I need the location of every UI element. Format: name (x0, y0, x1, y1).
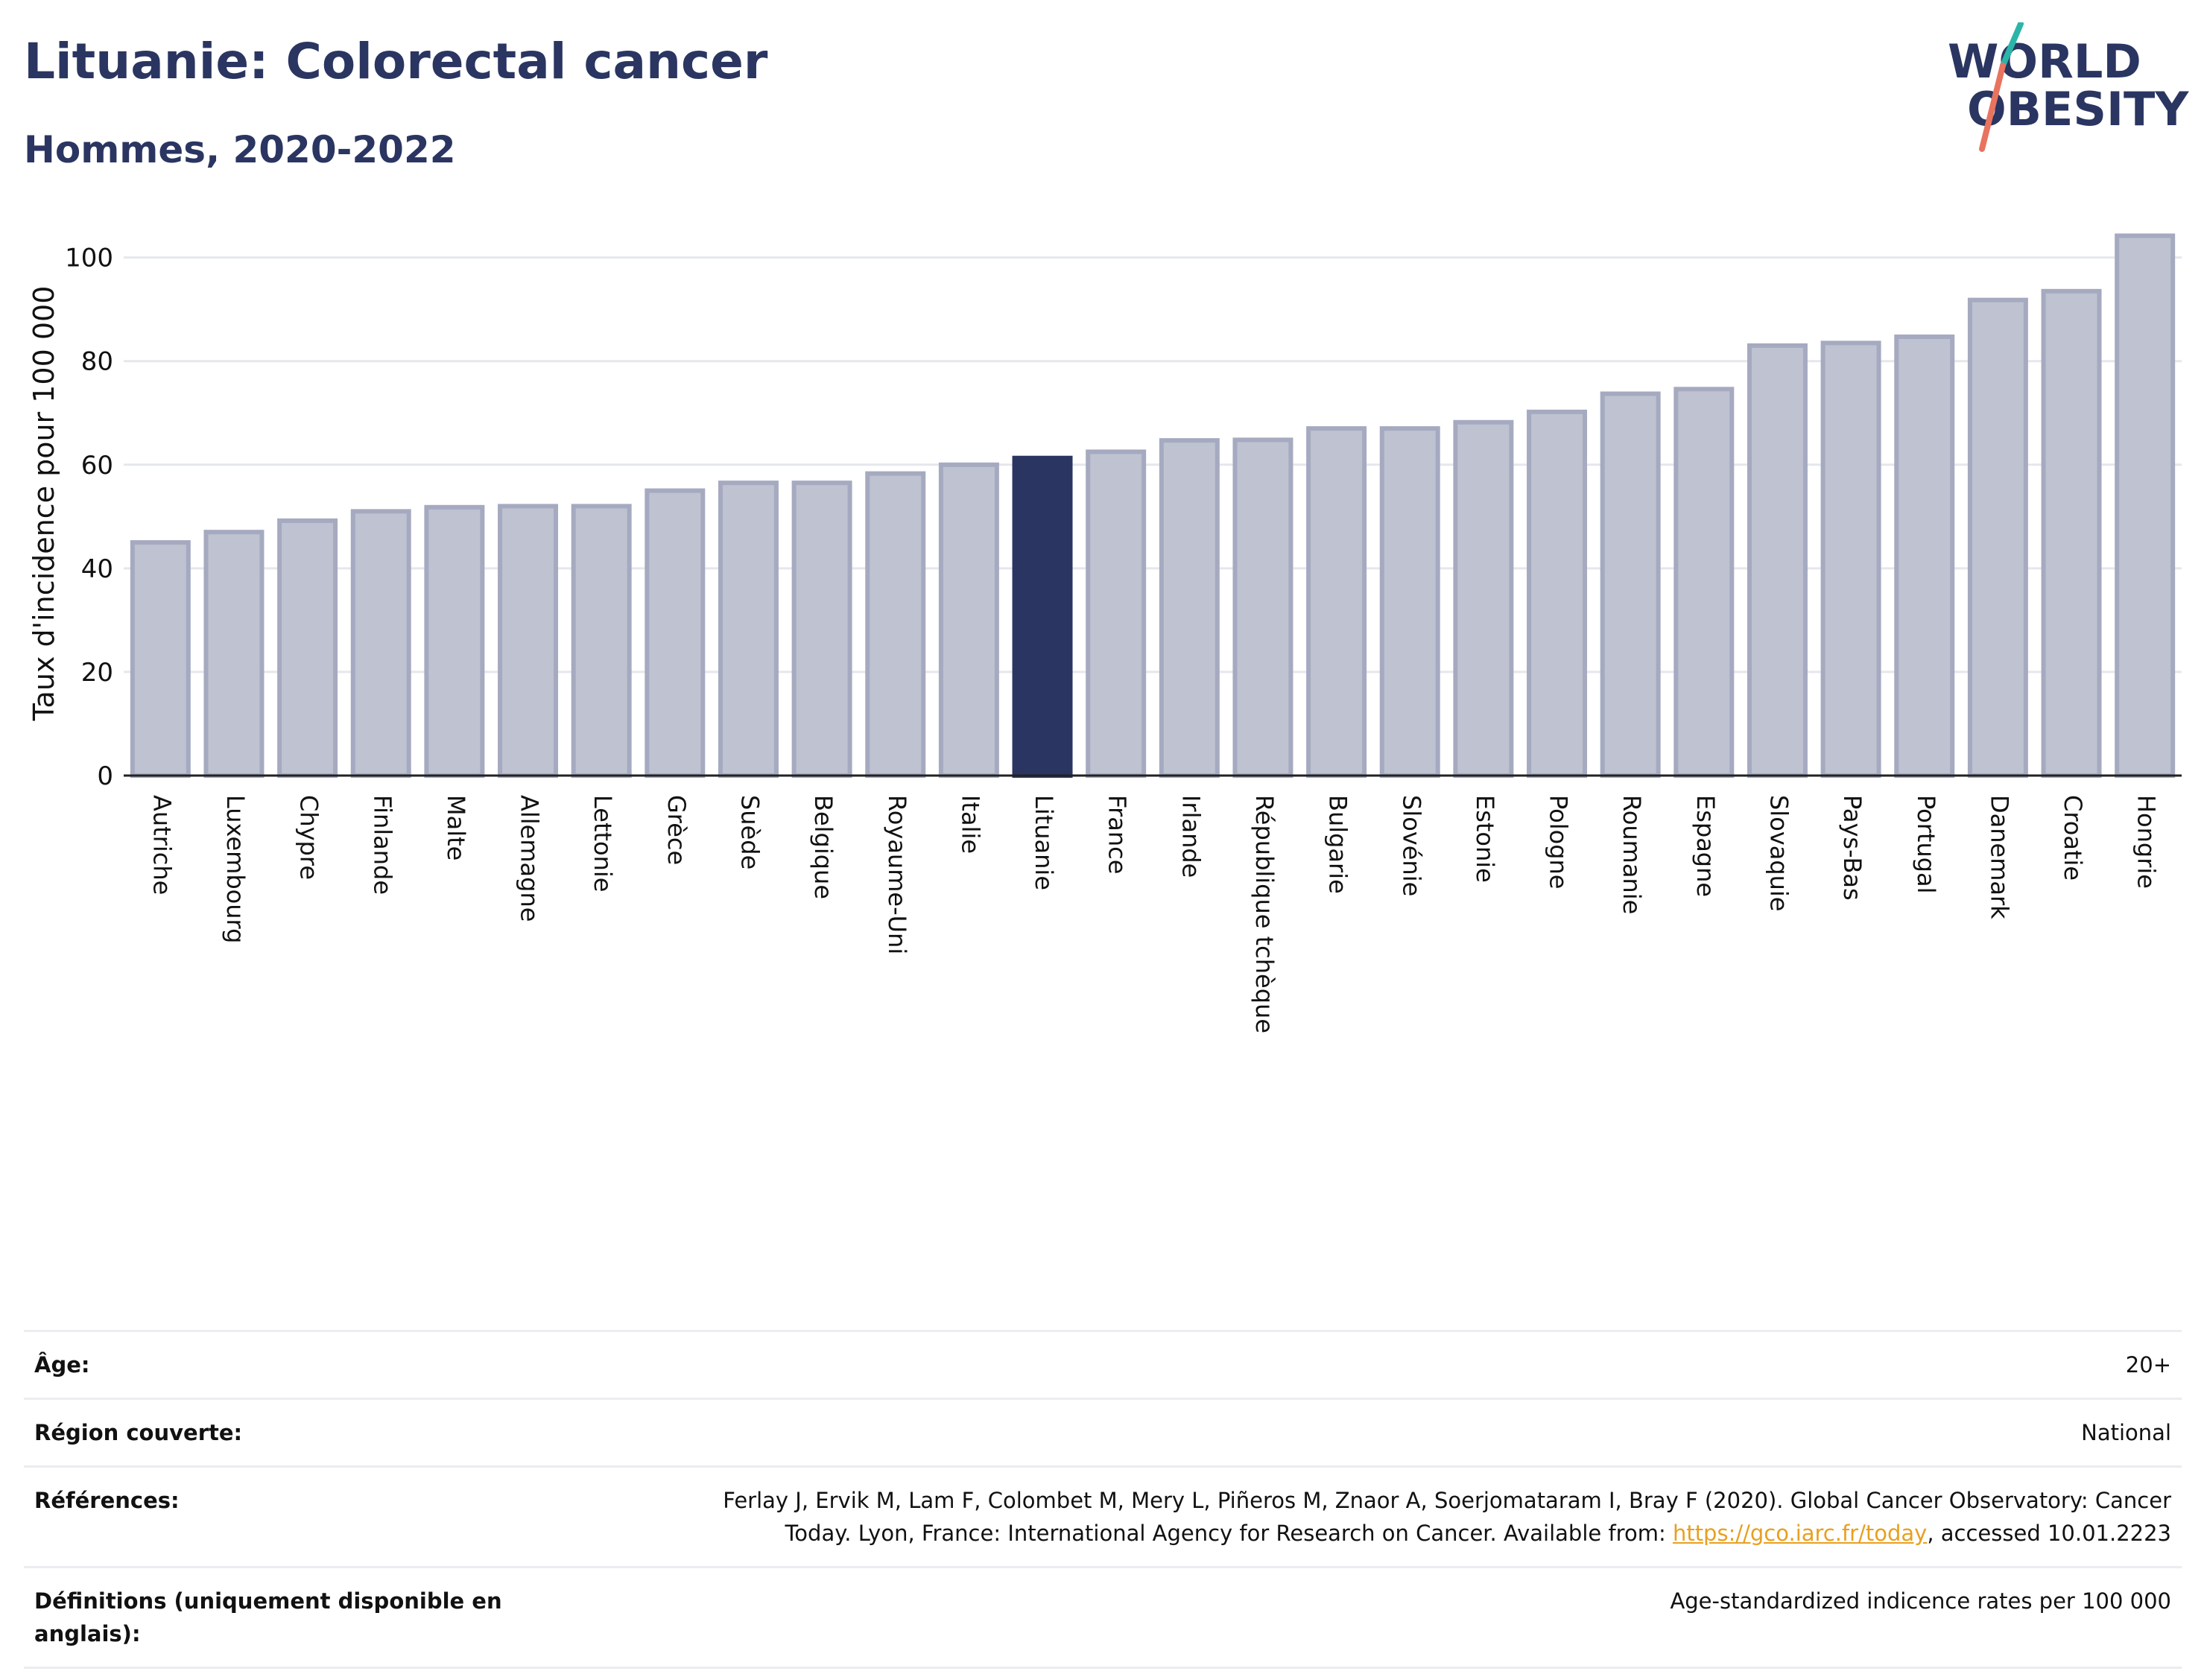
x-tick-label: Slovaquie (1764, 795, 1793, 912)
bar-pays-bas (1820, 340, 1881, 779)
meta-age-label: Âge: (24, 1330, 536, 1400)
x-tick-label: Grèce (662, 795, 691, 865)
bar-estonie (1453, 419, 1514, 778)
x-tick-label: France (1103, 795, 1132, 874)
logo-slash-coral (1979, 63, 2006, 152)
bar-grèce (645, 488, 706, 779)
y-tick-label: 80 (81, 347, 113, 377)
x-tick-label: Espagne (1691, 795, 1720, 897)
bar-lituanie (1012, 455, 1073, 778)
bar-croatie (2041, 288, 2102, 779)
x-tick-label: République tchèque (1250, 795, 1279, 1033)
bar-irlande (1159, 438, 1220, 779)
x-axis-ticks: Autriche Luxembourg Chypre Finlande Malte All… (148, 795, 2160, 1033)
x-tick-label: Portugal (1912, 795, 1940, 894)
bar-république-tchèque (1232, 437, 1293, 779)
bar-allemagne (498, 504, 559, 778)
y-tick-label: 60 (81, 451, 113, 481)
meta-row-region: Région couverte: National (24, 1398, 2182, 1468)
y-tick-label: 100 (65, 244, 113, 273)
metadata-table: Âge: 20+ Région couverte: National Référ… (24, 1330, 2182, 1669)
meta-region-value: National (536, 1398, 2182, 1468)
x-tick-label: Chypre (295, 795, 323, 880)
x-tick-label: Royaume-Uni (883, 795, 911, 954)
refs-text-3: , accessed 10.01.2223 (1927, 1521, 2171, 1546)
x-tick-label: Estonie (1471, 795, 1499, 883)
x-tick-label: Pologne (1545, 795, 1573, 889)
bar-bulgarie (1306, 426, 1367, 779)
bar-slovénie (1379, 426, 1440, 779)
refs-link[interactable]: https://gco.iarc.fr/today (1672, 1521, 1928, 1546)
x-tick-label: Roumanie (1618, 795, 1646, 914)
bar-finlande (350, 509, 411, 778)
x-tick-label: Luxembourg (221, 795, 250, 943)
meta-defs-label: Définitions (uniquement disponible en an… (24, 1566, 536, 1669)
x-tick-label: Danemark (1985, 795, 2013, 919)
x-tick-label: Lettonie (589, 795, 617, 892)
bar-hongrie (2115, 233, 2176, 778)
meta-age-value: 20+ (536, 1330, 2182, 1400)
bar-luxembourg (203, 530, 265, 778)
bar-lettonie (571, 504, 632, 778)
y-tick-label: 40 (81, 554, 113, 584)
bar-italie (938, 462, 999, 778)
y-tick-label: 0 (97, 761, 113, 791)
bar-chart: 0 20 40 60 80 100 Autriche Luxembourg Chypre Fin… (28, 233, 2182, 1033)
x-tick-label: Pays-Bas (1838, 795, 1866, 901)
bar-espagne (1673, 387, 1735, 778)
chart-title: Lituanie: Colorectal cancer (24, 33, 768, 90)
bar-royaume-uni (865, 471, 926, 778)
x-tick-label: Autriche (148, 795, 176, 895)
x-tick-label: Irlande (1177, 795, 1205, 878)
chart-subtitle: Hommes, 2020-2022 (24, 128, 456, 171)
refs-text-2: Today. Lyon, France: International Agenc… (785, 1521, 1673, 1546)
world-obesity-logo: WORLD OBESITY (1937, 21, 2191, 156)
bar-autriche (130, 540, 191, 778)
logo-slash-teal (2000, 21, 2024, 69)
bar-belgique (791, 481, 852, 778)
bar-france (1086, 449, 1147, 778)
y-tick-label: 20 (81, 658, 113, 688)
x-tick-label: Belgique (809, 795, 837, 899)
meta-refs-label: Références: (24, 1465, 536, 1568)
bars (130, 233, 2176, 779)
bar-chypre (277, 518, 338, 779)
logo-line1: WORLD (1948, 34, 2141, 89)
y-axis-label: Taux d'incidence pour 100 000 (28, 286, 60, 722)
x-tick-label: Croatie (2059, 795, 2087, 881)
logo-graphic: WORLD OBESITY (1948, 21, 2189, 152)
x-tick-label: Finlande (368, 795, 396, 895)
y-axis-ticks: 0 20 40 60 80 100 (65, 244, 113, 791)
meta-row-age: Âge: 20+ (24, 1330, 2182, 1400)
meta-row-references: Références: Ferlay J, Ervik M, Lam F, Co… (24, 1465, 2182, 1568)
x-tick-label: Lituanie (1030, 795, 1058, 890)
x-tick-label: Italie (956, 795, 984, 854)
bar-roumanie (1600, 391, 1661, 778)
x-tick-label: Suède (735, 795, 764, 869)
bar-suède (718, 481, 779, 778)
bar-malte (424, 504, 485, 778)
bar-slovaquie (1747, 343, 1808, 778)
x-tick-label: Malte (442, 795, 470, 860)
meta-defs-value: Age-standardized indicence rates per 100… (536, 1566, 2182, 1669)
x-tick-label: Slovénie (1397, 795, 1425, 896)
meta-region-label: Région couverte: (24, 1398, 536, 1468)
bar-danemark (1967, 297, 2028, 778)
refs-text-1: Ferlay J, Ervik M, Lam F, Colombet M, Me… (723, 1488, 2171, 1513)
x-tick-label: Bulgarie (1324, 795, 1352, 894)
logo-line2: OBESITY (1967, 82, 2189, 136)
x-tick-label: Allemagne (516, 795, 544, 922)
meta-refs-value: Ferlay J, Ervik M, Lam F, Colombet M, Me… (536, 1465, 2182, 1568)
bar-pologne (1527, 409, 1588, 778)
bar-portugal (1894, 335, 1955, 778)
x-tick-label: Hongrie (2132, 795, 2161, 889)
meta-row-definitions: Définitions (uniquement disponible en an… (24, 1566, 2182, 1669)
